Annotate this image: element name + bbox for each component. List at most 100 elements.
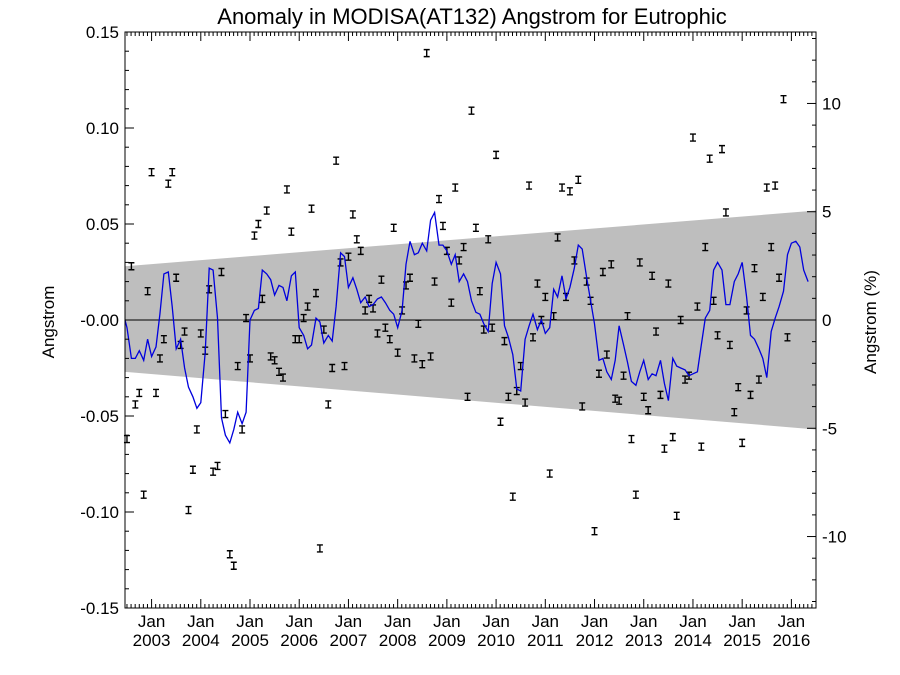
data-point bbox=[559, 183, 566, 192]
data-point bbox=[160, 335, 167, 344]
x-tick-year-label: 2014 bbox=[674, 631, 712, 650]
data-point bbox=[239, 425, 246, 434]
data-point bbox=[210, 467, 217, 476]
data-point bbox=[267, 352, 274, 361]
plot-area bbox=[124, 32, 817, 609]
x-tick-month-label: Jan bbox=[384, 612, 411, 631]
data-point bbox=[612, 394, 619, 403]
data-point bbox=[624, 311, 631, 321]
data-point bbox=[485, 235, 492, 244]
data-point bbox=[526, 181, 533, 190]
data-point bbox=[169, 167, 176, 177]
data-point bbox=[493, 150, 500, 160]
data-point bbox=[448, 298, 455, 307]
data-point bbox=[575, 175, 582, 185]
x-tick-month-label: Jan bbox=[532, 612, 559, 631]
data-point bbox=[439, 221, 446, 231]
data-point bbox=[669, 432, 676, 442]
data-point bbox=[378, 275, 385, 284]
data-point bbox=[682, 375, 689, 384]
data-point bbox=[185, 505, 192, 515]
data-point bbox=[153, 388, 160, 398]
data-point bbox=[628, 434, 635, 444]
data-point bbox=[694, 302, 701, 311]
x-tick-month-label: Jan bbox=[335, 612, 362, 631]
data-point bbox=[768, 242, 775, 252]
x-tick-year-label: 2009 bbox=[428, 631, 466, 650]
data-point bbox=[603, 350, 610, 359]
data-point bbox=[283, 185, 290, 194]
data-point bbox=[226, 550, 233, 559]
data-point bbox=[452, 183, 459, 192]
smoothed-anomaly-line bbox=[124, 210, 809, 445]
left-y-axis: 0.15 0.10 0.05 -0.00 -0.05 -0.10 -0.15 bbox=[80, 23, 134, 618]
data-point bbox=[374, 329, 381, 338]
data-point bbox=[755, 375, 762, 384]
right-tick-label: 10 bbox=[822, 94, 841, 113]
data-point bbox=[460, 242, 467, 252]
data-point bbox=[784, 333, 791, 342]
data-point bbox=[230, 561, 237, 570]
y-axis-label-left: Angstrom bbox=[39, 286, 58, 359]
data-point bbox=[411, 354, 418, 363]
data-point bbox=[382, 323, 389, 332]
data-point bbox=[710, 296, 717, 305]
data-point bbox=[468, 106, 475, 115]
data-point bbox=[497, 417, 504, 426]
data-point bbox=[148, 167, 155, 177]
data-point bbox=[591, 527, 598, 536]
x-tick-month-label: Jan bbox=[679, 612, 706, 631]
data-point bbox=[718, 144, 725, 154]
data-point bbox=[197, 329, 204, 338]
data-point bbox=[431, 277, 438, 286]
data-point bbox=[156, 354, 163, 363]
data-point bbox=[649, 271, 656, 281]
data-point bbox=[534, 279, 541, 288]
data-point bbox=[706, 154, 713, 163]
data-point bbox=[714, 331, 721, 340]
x-axis: Jan2003Jan2004Jan2005Jan2006Jan2007Jan20… bbox=[126, 32, 817, 650]
data-point bbox=[780, 95, 787, 104]
data-point bbox=[362, 306, 369, 315]
x-tick-month-label: Jan bbox=[778, 612, 805, 631]
data-point bbox=[530, 333, 537, 342]
data-point bbox=[288, 227, 295, 236]
data-point bbox=[566, 187, 573, 196]
data-point bbox=[665, 279, 672, 288]
data-point bbox=[189, 465, 196, 474]
data-point bbox=[763, 183, 770, 192]
data-point bbox=[579, 402, 586, 411]
data-point bbox=[489, 323, 496, 332]
right-tick-label: -5 bbox=[822, 419, 837, 438]
data-point bbox=[476, 287, 483, 296]
data-point bbox=[731, 407, 738, 417]
data-point bbox=[739, 438, 746, 448]
data-point bbox=[222, 409, 229, 419]
x-tick-year-label: 2003 bbox=[133, 631, 171, 650]
data-point bbox=[554, 233, 561, 242]
data-point bbox=[296, 335, 303, 344]
x-tick-month-label: Jan bbox=[433, 612, 460, 631]
data-point bbox=[255, 219, 262, 229]
data-point bbox=[271, 356, 278, 365]
data-point bbox=[329, 363, 336, 373]
left-tick-label: -0.05 bbox=[80, 407, 119, 426]
data-point bbox=[747, 390, 754, 400]
data-point bbox=[726, 340, 733, 350]
data-point bbox=[689, 133, 696, 142]
data-point bbox=[386, 335, 393, 344]
data-point bbox=[599, 267, 606, 277]
x-tick-month-label: Jan bbox=[581, 612, 608, 631]
data-point bbox=[673, 511, 680, 521]
data-point bbox=[546, 469, 553, 478]
data-point bbox=[353, 235, 360, 244]
data-point bbox=[735, 383, 742, 392]
data-point bbox=[595, 369, 602, 378]
data-point bbox=[759, 292, 766, 302]
data-point bbox=[136, 388, 143, 398]
chart-title: Anomaly in MODISA(AT132) Angstrom for Eu… bbox=[217, 4, 726, 29]
x-tick-year-label: 2010 bbox=[477, 631, 515, 650]
data-point bbox=[390, 223, 397, 233]
right-tick-label: 5 bbox=[822, 203, 831, 222]
data-point bbox=[698, 442, 705, 451]
